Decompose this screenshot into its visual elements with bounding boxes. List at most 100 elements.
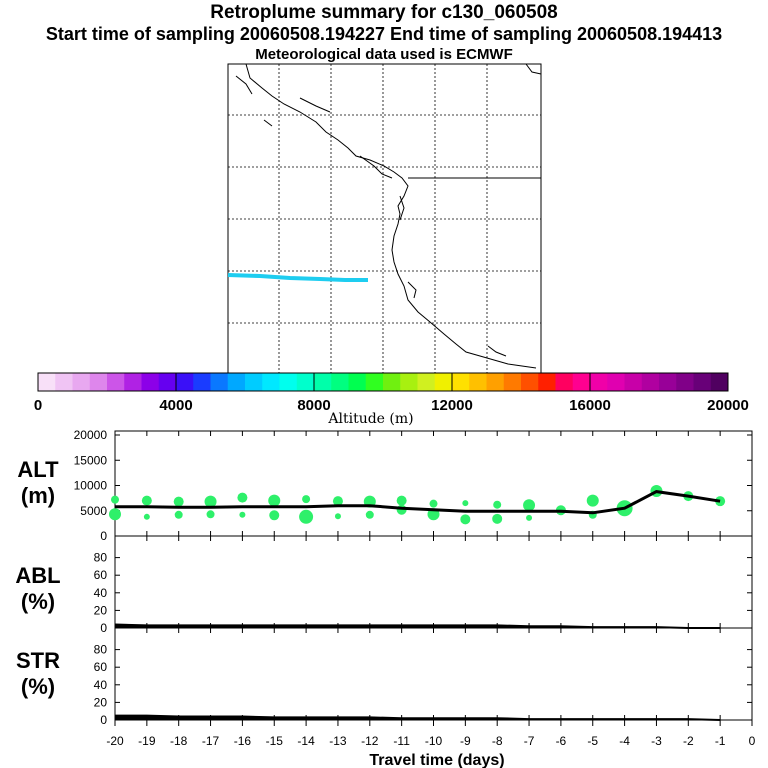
x-tick-label: -20 [106,734,124,748]
colorbar-swatches [38,373,729,391]
colorbar-swatch [262,373,280,391]
x-tick-label: -5 [587,734,598,748]
colorbar-tick-label: 4000 [159,397,192,414]
colorbar-swatch [193,373,211,391]
map-graticule [228,64,541,373]
alt-ensemble-point [174,510,183,519]
alt-ensemble-point [429,499,438,508]
x-tick-label: -12 [361,734,379,748]
colorbar-swatch [279,373,298,391]
x-tick-label: -2 [683,734,694,748]
colorbar-tick-label: 16000 [569,397,611,414]
colorbar-swatch [158,373,177,391]
x-tick-label: -6 [556,734,567,748]
alt-ensemble-point [523,499,536,512]
altitude-colorbar: 0 4000 8000 12000 16000 20000 Altitude (m) [34,372,749,427]
plume-trajectory [227,273,368,282]
alt-panel: 0 5000 10000 15000 20000 [74,428,753,543]
alt-ensemble-point [237,492,248,503]
x-tick-label: 0 [749,734,756,748]
alt-ensemble-point [586,494,599,507]
colorbar-swatch [296,373,315,391]
abl-panel-unit: (%) [21,589,55,614]
colorbar-swatch [176,373,194,391]
colorbar-swatch [572,373,591,391]
alt-ensemble-point [396,495,407,506]
alt-ensemble-point [109,508,121,521]
colorbar-swatch [124,373,142,391]
x-tick-label: -18 [170,734,188,748]
colorbar-swatch [227,373,246,391]
str-line [115,714,721,721]
colorbar-tick-label: 8000 [297,397,330,414]
met-data-line: Meteorological data used is ECMWF [255,46,513,63]
alt-ensemble-point [111,495,119,504]
x-tick-label: -9 [460,734,471,748]
colorbar-swatch [72,373,91,391]
colorbar-swatch [331,373,349,391]
colorbar-swatch [55,373,73,391]
alt-ensemble-point [206,510,215,519]
x-tick-label: -16 [234,734,252,748]
abl-y-tick-label: 80 [94,551,108,565]
str-y-tick-label: 80 [94,643,108,657]
alt-ensemble-point [269,510,280,521]
colorbar-swatch [434,373,453,391]
x-tick-label: -7 [524,734,535,748]
alt-ensemble-point [332,496,343,507]
alt-y-tick-label: 5000 [80,504,107,518]
colorbar-swatch [348,373,367,391]
alt-ensemble-point [299,509,314,524]
alt-median-line [115,490,721,515]
alt-ensemble-point [173,496,184,507]
abl-y-tick-label: 20 [94,603,108,617]
alt-ensemble-point [143,513,150,520]
colorbar-swatch [538,373,556,391]
colorbar-swatch [624,373,643,391]
alt-ensemble-point [460,514,471,525]
trajectory-map [227,63,542,374]
x-tick-label: -8 [492,734,503,748]
colorbar-swatch [314,373,332,391]
str-y-tick-label: 40 [94,678,108,692]
abl-panel-label: ABL [15,563,60,588]
coastline [235,63,542,369]
colorbar-tick-label: 20000 [707,397,749,414]
colorbar-swatch [641,373,660,391]
colorbar-swatch [676,373,694,391]
colorbar-swatch [141,373,160,391]
colorbar-swatch [107,373,125,391]
colorbar-swatch [365,373,384,391]
colorbar-swatch [503,373,522,391]
x-tick-label: -15 [266,734,284,748]
chart-title: Retroplume summary for c130_060508 [210,2,558,23]
str-y-tick-label: 0 [100,713,107,727]
colorbar-swatch [452,373,470,391]
alt-ensemble-point [268,494,281,507]
x-axis: -20 -19 -18 -17 -16 -15 -14 -13 -12 -11 -10 -9 -8 -7-… [106,720,756,748]
alt-ensemble-point [141,495,152,506]
colorbar-swatch [89,373,108,391]
alt-panel-label: ALT [17,457,59,482]
alt-ensemble-point [493,500,502,509]
abl-panel: 0 20 40 60 80 [94,536,753,635]
colorbar-swatch [607,373,625,391]
str-y-tick-label: 20 [94,695,108,709]
x-tick-label: -13 [329,734,347,748]
colorbar-ticks: 0 4000 8000 12000 16000 20000 [34,373,749,414]
colorbar-swatch [245,373,263,391]
abl-y-tick-label: 0 [100,621,107,635]
x-tick-label: -14 [297,734,315,748]
panels-frame [114,430,753,721]
x-tick-label: -19 [138,734,156,748]
str-panel-label: STR [16,648,60,673]
str-panel-unit: (%) [21,674,55,699]
alt-ensemble-point [334,513,341,520]
x-tick-label: -1 [715,734,726,748]
colorbar-swatch [590,373,608,391]
colorbar-swatch [400,373,418,391]
abl-y-tick-label: 60 [94,568,108,582]
colorbar-label: Altitude (m) [327,411,413,427]
x-tick-label: -10 [425,734,443,748]
colorbar-swatch [486,373,505,391]
